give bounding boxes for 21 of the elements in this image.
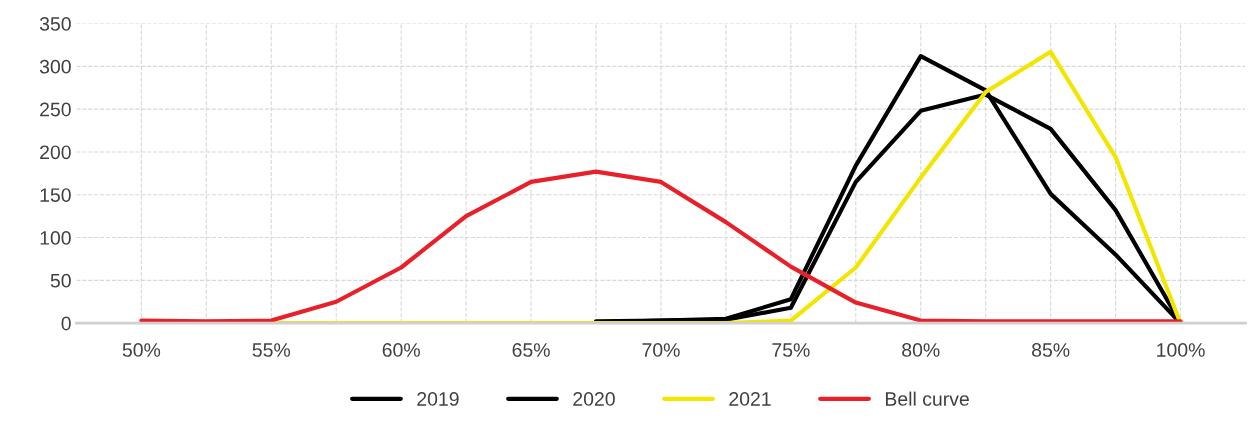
y-tick-label: 100 [40, 231, 71, 245]
x-tick-label: 80% [902, 343, 940, 357]
x-tick-label: 60% [382, 343, 420, 357]
y-tick-label: 300 [39, 59, 71, 74]
x-tick-label: 65% [512, 343, 550, 357]
legend-label: 2019 [417, 392, 459, 406]
x-tick-label: 55% [252, 343, 291, 357]
y-tick-label: 0 [61, 316, 71, 331]
y-tick-label: 50 [50, 273, 71, 288]
x-tick-label: 75% [772, 343, 810, 357]
y-tick-label: 200 [40, 145, 71, 160]
legend-label: Bell curve [886, 391, 969, 406]
legend-label: 2020 [573, 392, 615, 406]
y-tick-label: 350 [39, 17, 71, 31]
y-tick-label: 150 [40, 188, 71, 202]
legend-label: 2021 [729, 392, 771, 406]
x-tick-label: 100% [1157, 343, 1205, 357]
x-tick-label: 85% [1032, 343, 1070, 357]
x-tick-label: 70% [642, 343, 680, 357]
x-tick-label: 50% [122, 343, 161, 357]
y-tick-label: 250 [40, 102, 71, 117]
